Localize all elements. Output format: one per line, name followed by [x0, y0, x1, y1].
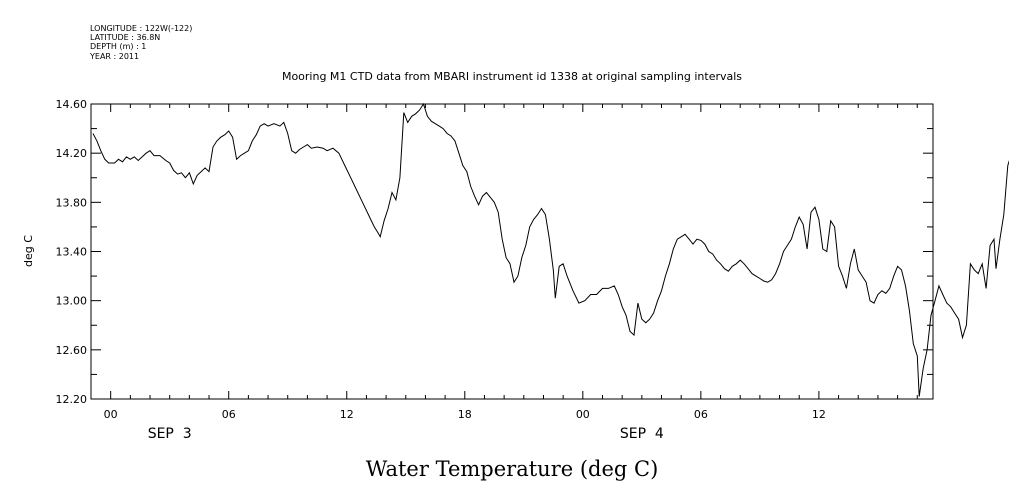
y-tick-label: 13.00 [56, 295, 88, 308]
meta-longitude: LONGITUDE : 122W(-122) [90, 24, 192, 33]
x-hour-label: 12 [340, 408, 354, 421]
x-hour-label: 06 [222, 408, 236, 421]
chart-title: Mooring M1 CTD data from MBARI instrumen… [282, 70, 742, 83]
x-hour-label: 12 [812, 408, 826, 421]
meta-year: YEAR : 2011 [89, 52, 139, 61]
series-group [92, 102, 1009, 397]
y-tick-label: 12.20 [56, 393, 88, 406]
x-axis-title: Water Temperature (deg C) [366, 457, 659, 481]
y-tick-label: 13.40 [56, 246, 88, 259]
x-hour-label: 00 [576, 408, 590, 421]
y-axis: 12.20 12.60 13.00 13.40 13.80 14.20 14.60 [56, 98, 933, 406]
series-line [92, 102, 1009, 397]
meta-depth: DEPTH (m) : 1 [90, 42, 146, 51]
y-tick-label: 14.20 [56, 147, 88, 160]
y-tick-label: 14.60 [56, 98, 88, 111]
plot-frame [90, 103, 934, 400]
meta-latitude: LATITUDE : 36.8N [90, 33, 160, 42]
y-axis-label: deg C [22, 235, 35, 267]
y-tick-label: 12.60 [56, 344, 88, 357]
y-tick-label: 13.80 [56, 196, 88, 209]
x-day-label: SEP 3 [148, 426, 192, 442]
x-day-label: SEP 4 [620, 426, 664, 442]
x-hour-label: 00 [104, 408, 118, 421]
x-hour-label: 18 [458, 408, 472, 421]
x-hour-label: 06 [694, 408, 708, 421]
